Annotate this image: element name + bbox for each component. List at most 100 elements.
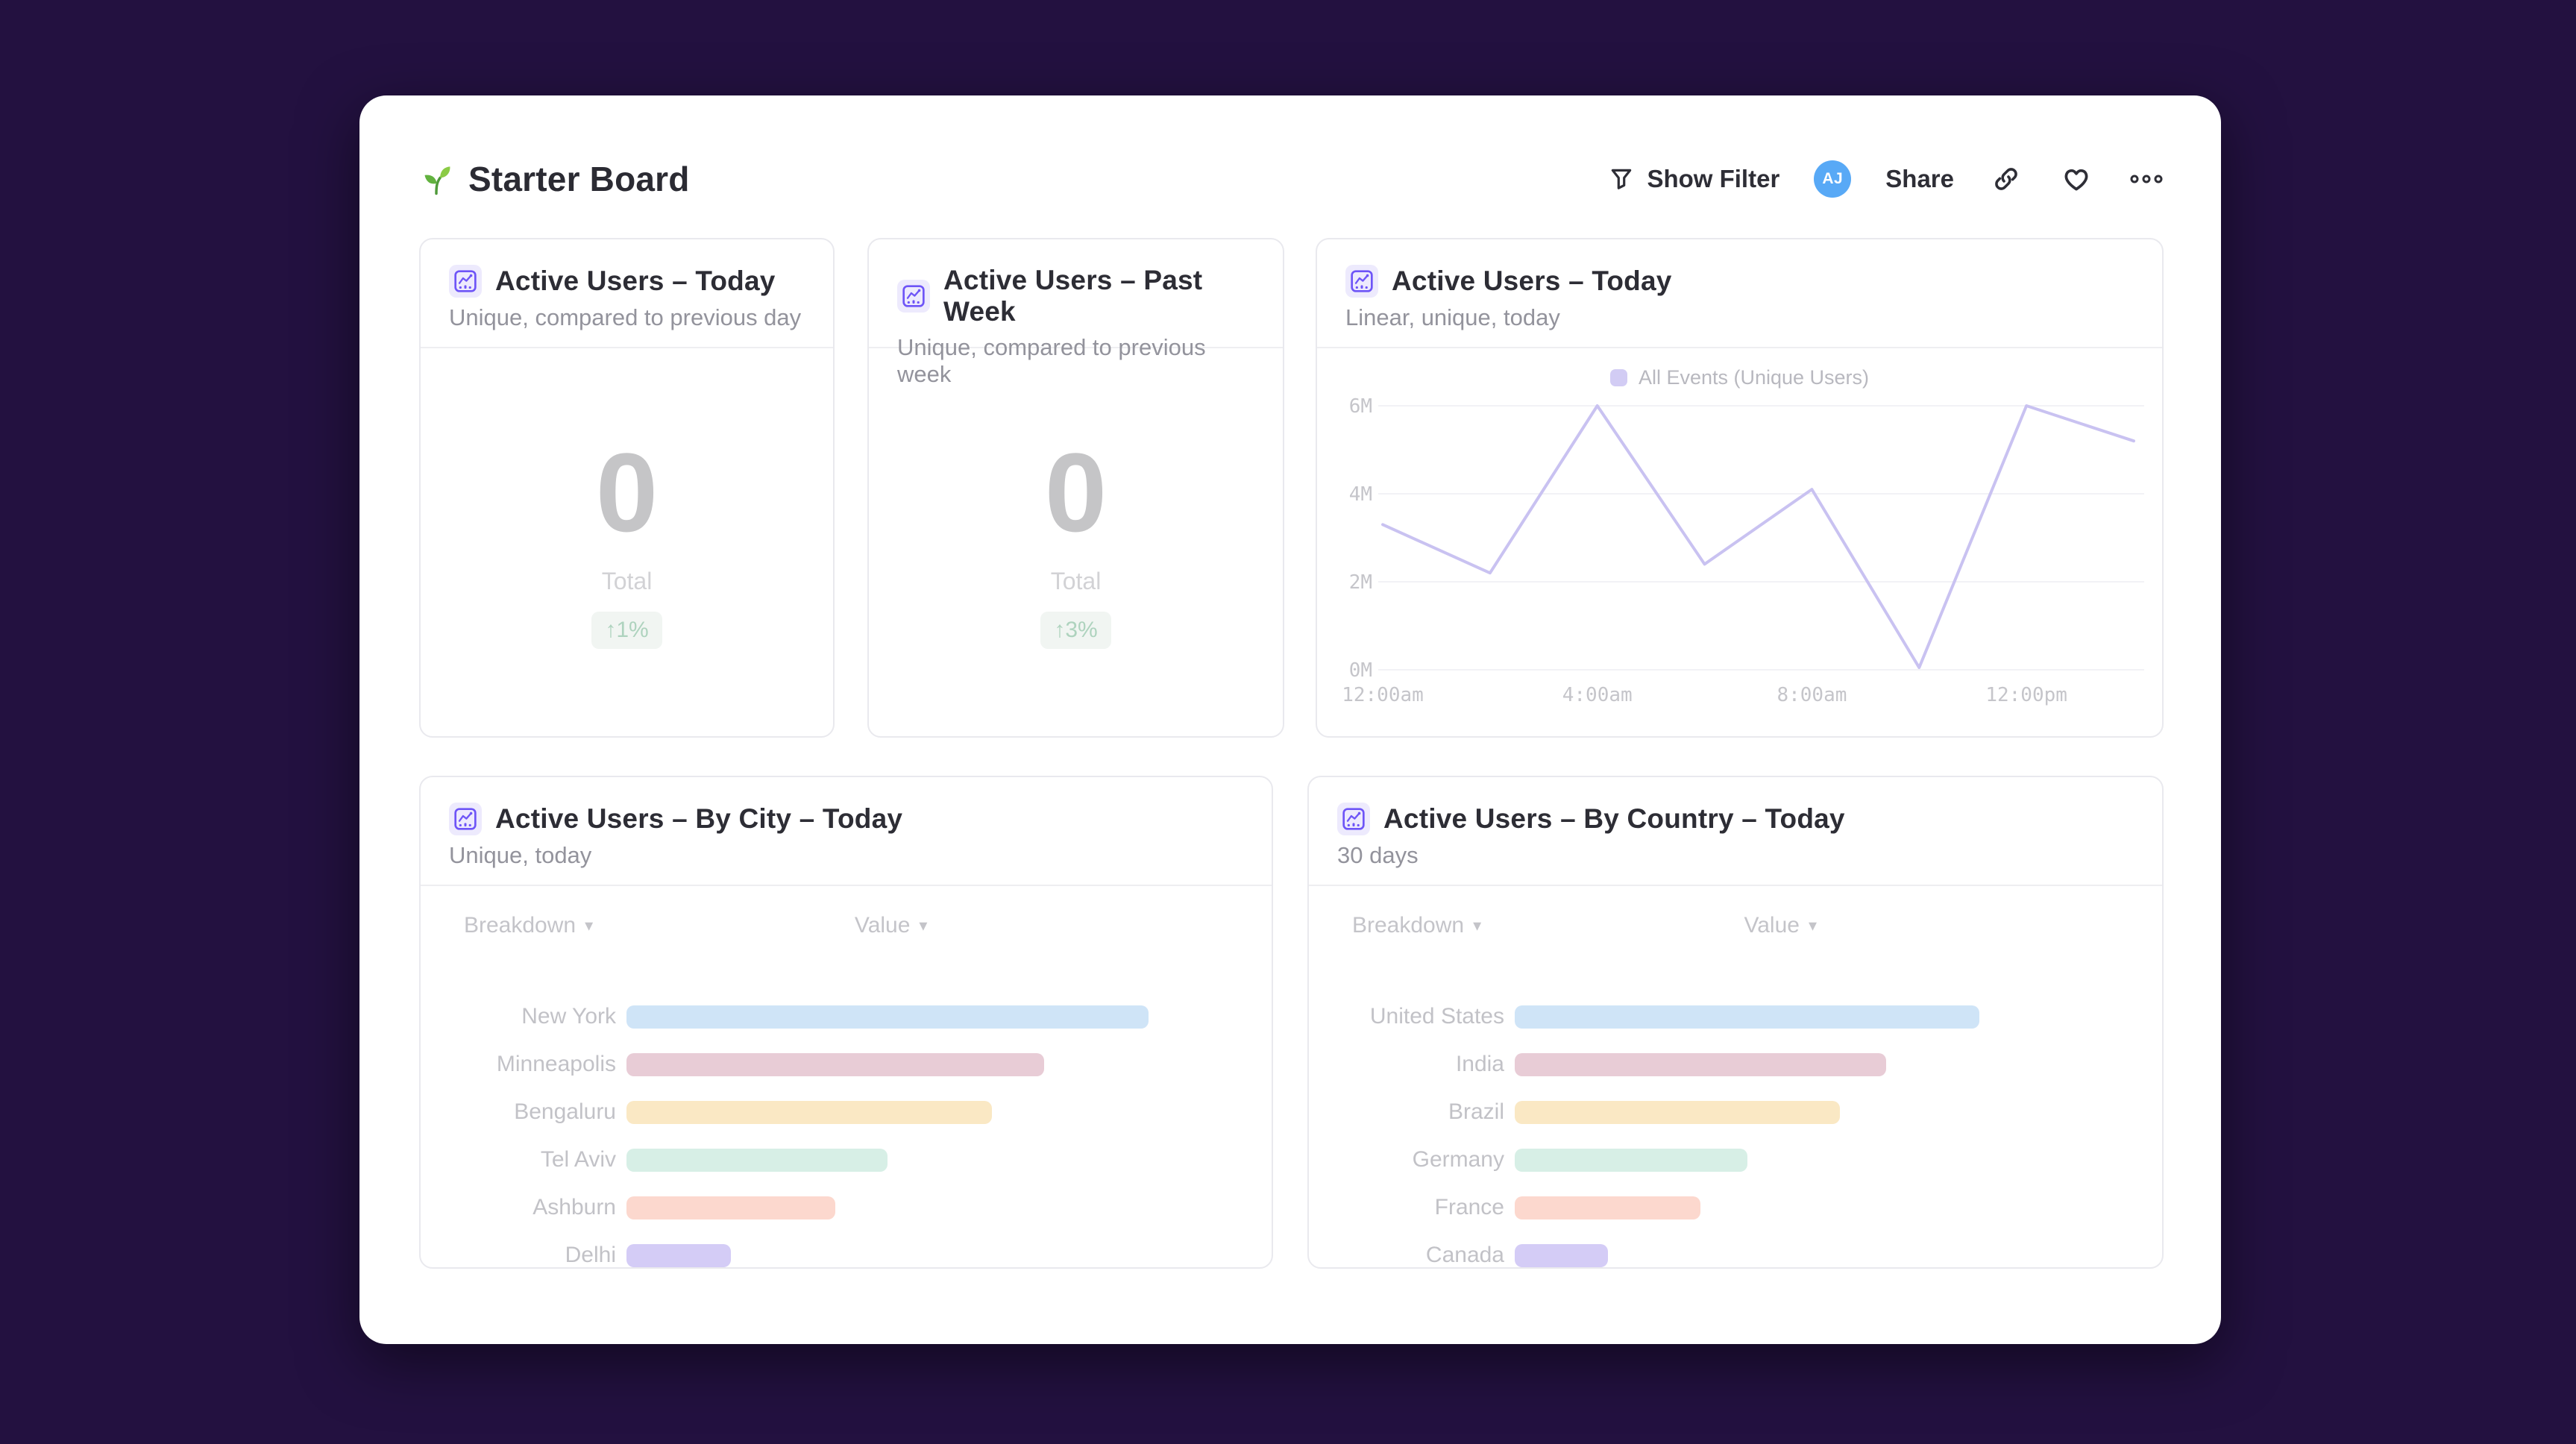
table-row: Tel Aviv: [421, 1136, 1272, 1184]
card-title[interactable]: Active Users – Today: [495, 266, 776, 296]
breakdown-row-label: Germany: [1412, 1147, 1504, 1172]
card-subtitle: Unique, today: [449, 842, 592, 868]
breakdown-row-label: Canada: [1425, 1243, 1504, 1267]
line-chart[interactable]: 0M 2M 4M 6M 12:00am 4:00am 8:00am 12:00pm: [1336, 395, 2146, 709]
card-header: Active Users – Today Unique, compared to…: [421, 239, 833, 348]
card-active-users-past-week: Active Users – Past Week Unique, compare…: [867, 238, 1284, 738]
table-row: Ashburn: [421, 1184, 1272, 1231]
y-axis-tick: 4M: [1349, 483, 1372, 506]
x-axis-tick: 12:00am: [1342, 684, 1424, 706]
value-bar: [626, 1243, 731, 1267]
breakdown-row-label: New York: [521, 1004, 616, 1029]
chart-icon: [1337, 803, 1370, 835]
breakdown-row-label: Minneapolis: [496, 1052, 616, 1076]
value-bar: [626, 1052, 1044, 1076]
metric-value: 0: [595, 429, 659, 555]
value-column-label: Value: [854, 913, 911, 938]
value-bar: [1515, 1100, 1841, 1124]
metric-body: 0 Total ↑1%: [421, 348, 833, 736]
show-filter-button[interactable]: Show Filter: [1608, 165, 1779, 193]
breakdown-row-label: Ashburn: [533, 1195, 616, 1219]
card-title[interactable]: Active Users – By Country – Today: [1383, 803, 1845, 834]
x-axis-tick: 4:00am: [1562, 684, 1633, 706]
card-title[interactable]: Active Users – Past Week: [943, 265, 1203, 327]
value-bar: [626, 1148, 888, 1172]
table-row: Brazil: [1309, 1088, 2162, 1136]
board-controls: Show Filter AJ Share: [1608, 160, 2164, 198]
breakdown-row-label: Bengaluru: [514, 1099, 616, 1124]
metric-label: Total: [1050, 567, 1102, 594]
breakdown-row-label: United States: [1369, 1004, 1504, 1029]
change-badge: ↑1%: [591, 611, 662, 649]
value-sort-button[interactable]: Value ▾: [855, 913, 928, 938]
series-line-all-events: [1381, 404, 2135, 670]
table-row: United States: [1309, 993, 2162, 1040]
table-row: France: [1309, 1184, 2162, 1231]
card-subtitle: Unique, compared to previous week: [897, 334, 1206, 387]
copy-link-button[interactable]: [1988, 161, 2024, 197]
share-label: Share: [1885, 165, 1954, 192]
breakdown-rows: New York Minneapolis Bengaluru Tel Aviv Ashb…: [421, 993, 1272, 1267]
card-title[interactable]: Active Users – Today: [1392, 266, 1672, 296]
y-axis-tick: 2M: [1349, 571, 1372, 594]
value-bar: [626, 1005, 1149, 1029]
change-badge: ↑3%: [1040, 611, 1111, 649]
breakdown-column-label: Breakdown: [1352, 913, 1465, 938]
card-title[interactable]: Active Users – By City – Today: [495, 803, 903, 834]
table-row: Canada: [1309, 1231, 2162, 1267]
table-row: Minneapolis: [421, 1040, 1272, 1088]
breakdown-row-label: Brazil: [1448, 1099, 1504, 1124]
chart-icon: [897, 280, 930, 313]
card-active-users-today-linechart: Active Users – Today Linear, unique, tod…: [1316, 238, 2164, 738]
card-active-users-by-country: Active Users – By Country – Today 30 day…: [1307, 776, 2164, 1269]
breakdown-row-label: Tel Aviv: [540, 1147, 616, 1172]
breakdown-sort-button[interactable]: Breakdown ▾: [1352, 913, 1481, 938]
seedling-icon: [424, 166, 450, 195]
share-button[interactable]: Share: [1885, 165, 1954, 193]
show-filter-label: Show Filter: [1647, 165, 1780, 192]
avatar[interactable]: AJ: [1814, 160, 1852, 198]
x-axis-tick: 8:00am: [1777, 684, 1847, 706]
breakdown-column-label: Breakdown: [464, 913, 577, 938]
board-brand: Starter Board: [419, 159, 690, 199]
x-axis-tick: 12:00pm: [1985, 684, 2067, 706]
sort-caret-icon: ▾: [1473, 916, 1482, 935]
sort-caret-icon: ▾: [585, 916, 594, 935]
table-row: Bengaluru: [421, 1088, 1272, 1136]
board-header: Starter Board Show Filter AJ Share: [419, 136, 2164, 222]
chart-icon: [449, 803, 482, 835]
more-options-button[interactable]: [2129, 161, 2164, 197]
y-axis-tick: 6M: [1349, 397, 1372, 418]
card-header: Active Users – Today Linear, unique, tod…: [1317, 239, 2162, 348]
value-column-label: Value: [1744, 913, 1800, 938]
link-icon: [1995, 168, 2017, 190]
card-active-users-by-city: Active Users – By City – Today Unique, t…: [419, 776, 1273, 1269]
legend-label: All Events (Unique Users): [1638, 366, 1870, 389]
table-row: New York: [421, 993, 1272, 1040]
breakdown-table-head: Breakdown ▾ Value ▾: [421, 886, 1272, 961]
favorite-button[interactable]: [2058, 161, 2094, 197]
value-sort-button[interactable]: Value ▾: [1744, 913, 1817, 938]
metric-body: 0 Total ↑3%: [869, 348, 1283, 736]
y-axis-tick: 0M: [1349, 659, 1372, 682]
card-header: Active Users – By City – Today Unique, t…: [421, 777, 1272, 886]
metric-label: Total: [601, 567, 653, 594]
breakdown-sort-button[interactable]: Breakdown ▾: [464, 913, 593, 938]
card-active-users-today: Active Users – Today Unique, compared to…: [419, 238, 835, 738]
breakdown-row-label: France: [1434, 1195, 1504, 1219]
filter-icon: [1612, 169, 1632, 189]
value-bar: [1515, 1052, 1887, 1076]
card-subtitle: 30 days: [1337, 842, 1419, 868]
page-title: Starter Board: [468, 160, 690, 198]
breakdown-row-label: Delhi: [565, 1243, 616, 1267]
card-header: Active Users – Past Week Unique, compare…: [869, 239, 1283, 387]
chart-legend[interactable]: All Events (Unique Users): [1317, 366, 2162, 389]
breakdown-table-head: Breakdown ▾ Value ▾: [1309, 886, 2162, 961]
card-subtitle: Unique, compared to previous day: [449, 304, 802, 330]
table-row: India: [1309, 1040, 2162, 1088]
breakdown-row-label: India: [1455, 1052, 1504, 1076]
table-row: Delhi: [421, 1231, 1272, 1267]
value-bar: [1515, 1005, 1979, 1029]
value-bar: [1515, 1148, 1747, 1172]
sort-caret-icon: ▾: [919, 916, 928, 935]
